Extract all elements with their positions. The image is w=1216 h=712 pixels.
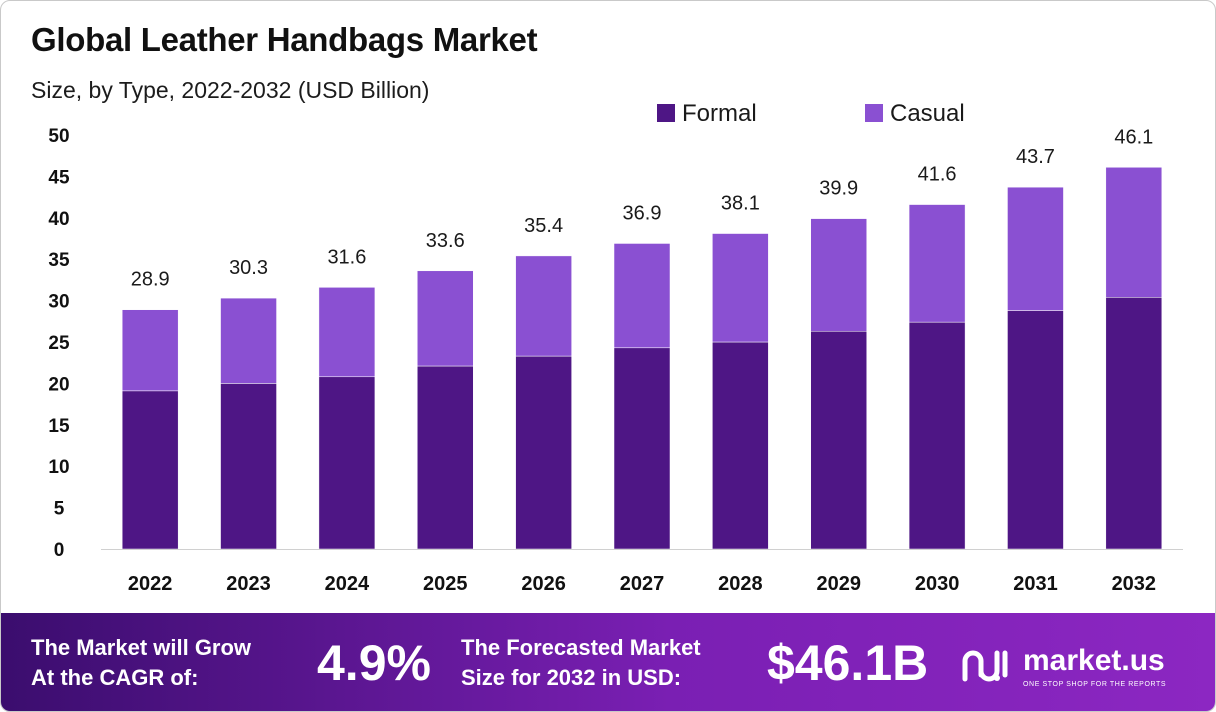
bar-casual-2023 (220, 297, 277, 384)
y-tick-label: 50 (48, 126, 69, 147)
bar-formal-2022 (121, 390, 179, 550)
y-axis: 0 5 10 15 20 25 30 35 40 45 50 (48, 126, 70, 561)
y-tick-label: 20 (48, 374, 69, 395)
legend: Formal Casual (657, 100, 965, 127)
x-tick-label-2026: 2026 (521, 573, 566, 595)
bar-formal-2030 (908, 321, 966, 550)
logo-tagline: ONE STOP SHOP FOR THE REPORTS (1023, 681, 1167, 688)
total-label-2023: 30.3 (229, 257, 268, 279)
bar-casual-2029 (810, 218, 867, 332)
forecast-label-line1: The Forecasted Market (461, 635, 701, 660)
footer-banner: The Market will Grow At the CAGR of: 4.9… (1, 613, 1215, 711)
y-tick-label: 0 (54, 540, 65, 561)
bar-casual-2024 (318, 287, 376, 378)
total-label-2024: 31.6 (327, 246, 366, 268)
cagr-value: 4.9% (317, 635, 431, 691)
bar-formal-2026 (515, 355, 572, 550)
x-tick-label-2023: 2023 (226, 573, 271, 595)
legend-label-casual: Casual (890, 100, 965, 127)
x-tick-label-2031: 2031 (1013, 573, 1058, 595)
y-tick-label: 40 (48, 209, 69, 230)
logo-name: market.us (1023, 644, 1165, 677)
x-tick-label-2025: 2025 (423, 573, 468, 595)
total-label-2032: 46.1 (1114, 126, 1153, 148)
bar-formal-2027 (613, 347, 671, 550)
bars-group: 28.9 30.3 31.6 33.6 35.4 36.9 38.1 39.9 41.6 43.7… (121, 126, 1163, 550)
x-tick-label-2027: 2027 (620, 573, 665, 595)
bar-formal-2023 (220, 383, 277, 550)
x-tick-label-2029: 2029 (816, 573, 861, 595)
x-tick-label-2022: 2022 (128, 573, 173, 595)
bar-casual-2031 (1007, 186, 1064, 311)
bar-formal-2029 (810, 330, 867, 550)
bar-formal-2028 (712, 341, 769, 550)
market-us-logo-icon (962, 650, 1008, 682)
bar-casual-2025 (417, 270, 474, 367)
bar-formal-2024 (318, 376, 376, 550)
bar-casual-2028 (712, 233, 769, 343)
y-tick-label: 15 (48, 416, 70, 437)
bar-formal-2032 (1105, 297, 1163, 550)
bar-casual-2026 (515, 255, 572, 357)
chart-subtitle: Size, by Type, 2022-2032 (USD Billion) (31, 77, 430, 103)
forecast-value: $46.1B (767, 635, 929, 691)
bar-formal-2031 (1007, 310, 1064, 550)
x-tick-label-2028: 2028 (718, 573, 763, 595)
bar-casual-2022 (121, 309, 179, 392)
total-label-2031: 43.7 (1016, 146, 1055, 168)
x-tick-label-2030: 2030 (915, 573, 960, 595)
legend-label-formal: Formal (682, 100, 757, 127)
x-tick-label-2024: 2024 (325, 573, 370, 595)
cagr-label-line1: The Market will Grow (31, 635, 252, 660)
y-tick-label: 30 (48, 292, 69, 313)
bar-casual-2032 (1105, 167, 1163, 298)
market-us-logo[interactable]: market.us ONE STOP SHOP FOR THE REPORTS (961, 643, 1201, 693)
bar-casual-2027 (613, 243, 671, 349)
legend-swatch-casual (865, 104, 883, 122)
x-axis: 2022 2023 2024 2025 2026 2027 2028 2029 2030 2031… (101, 549, 1183, 595)
cagr-label-line2: At the CAGR of: (31, 665, 199, 690)
y-tick-label: 35 (48, 250, 70, 271)
total-label-2029: 39.9 (819, 178, 858, 200)
total-label-2026: 35.4 (524, 215, 563, 237)
total-label-2022: 28.9 (131, 269, 170, 291)
total-label-2027: 36.9 (623, 202, 662, 224)
bar-formal-2025 (417, 365, 474, 550)
total-label-2025: 33.6 (426, 230, 465, 252)
total-label-2028: 38.1 (721, 193, 760, 215)
y-tick-label: 45 (48, 167, 70, 188)
y-tick-label: 10 (48, 457, 69, 478)
y-tick-label: 5 (54, 499, 65, 520)
forecast-label-line2: Size for 2032 in USD: (461, 665, 682, 690)
x-tick-label-2032: 2032 (1112, 573, 1157, 595)
legend-swatch-formal (657, 104, 675, 122)
total-label-2030: 41.6 (918, 164, 957, 186)
bar-casual-2030 (908, 204, 966, 323)
y-tick-label: 25 (48, 333, 70, 354)
chart-title: Global Leather Handbags Market (31, 21, 538, 58)
